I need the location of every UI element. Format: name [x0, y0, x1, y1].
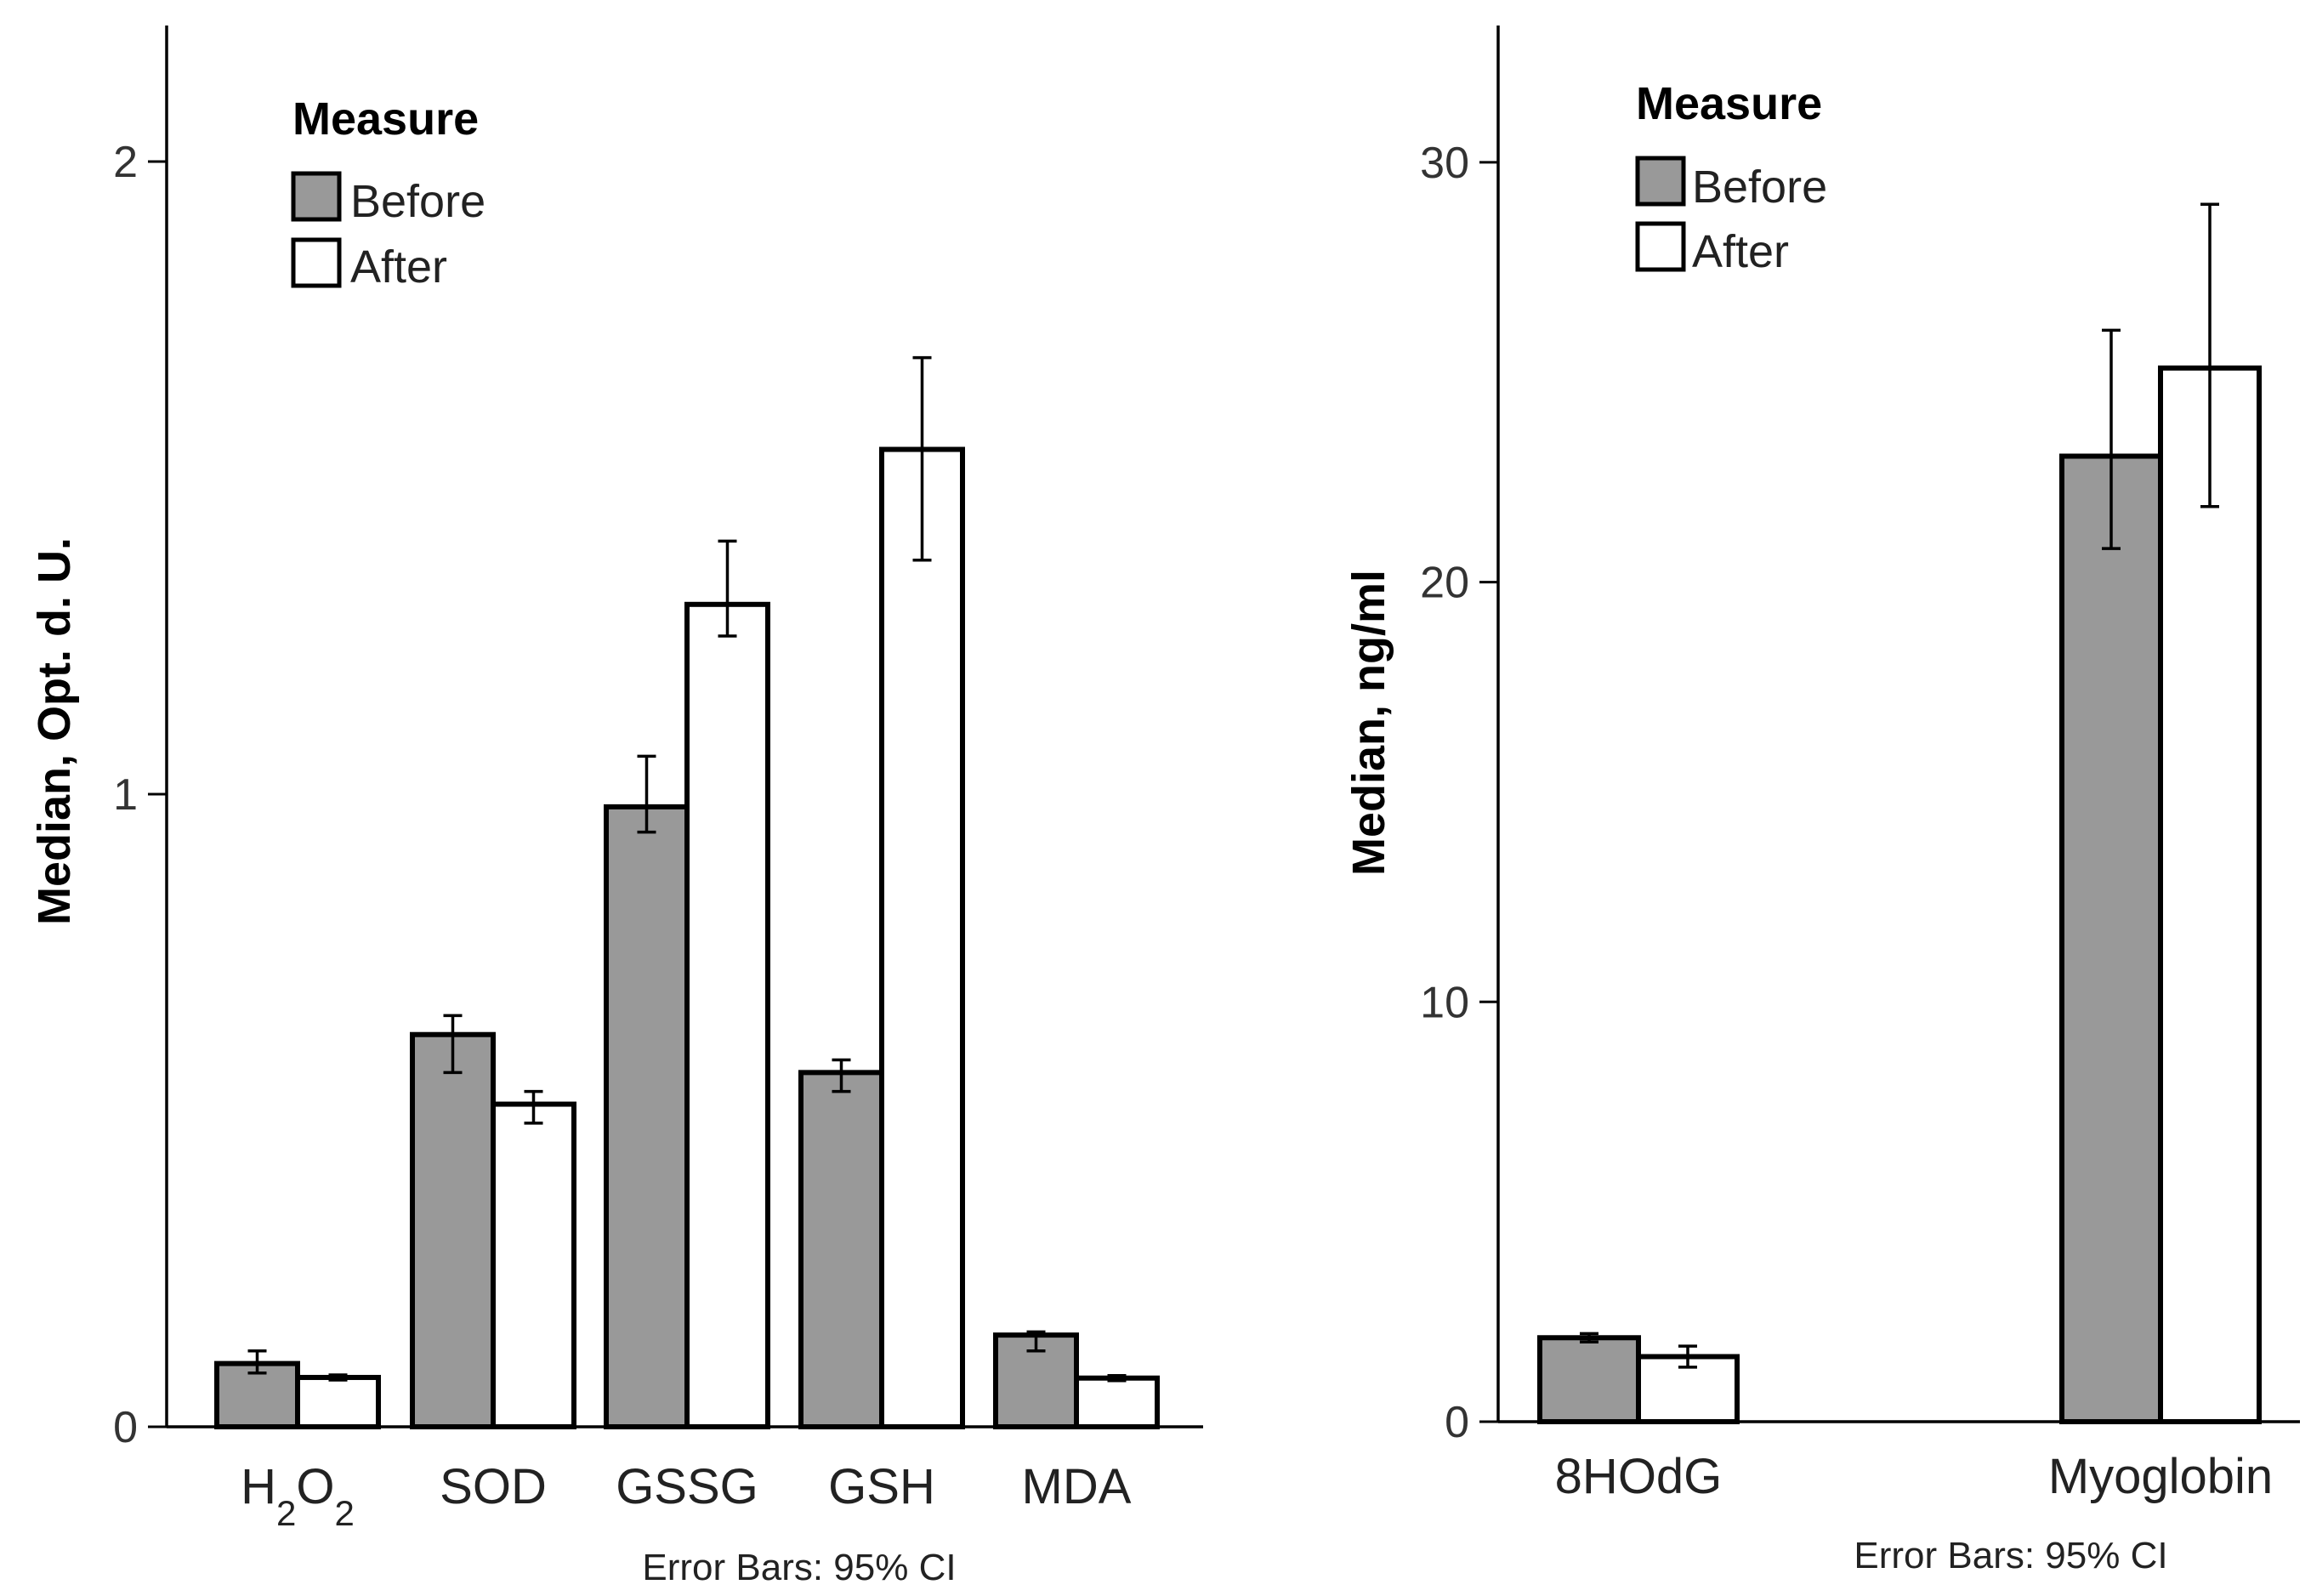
legend-label-before: Before [350, 176, 485, 227]
bar-before-gssg [604, 804, 690, 1429]
error-bars-note: Error Bars: 95% CI [642, 1547, 956, 1588]
bar-before-8hodg [1537, 1335, 1641, 1425]
y-tick-label: 2 [113, 138, 138, 187]
bar-before-gsh [798, 1070, 884, 1429]
legend-label-after: After [350, 241, 447, 293]
x-category-label: H2O2 [241, 1459, 355, 1533]
legend-swatch-after [291, 237, 342, 288]
category-label-part: H [241, 1459, 276, 1514]
legend-title: Measure [292, 94, 479, 145]
x-category-label: GSH [828, 1459, 935, 1514]
y-tick-label: 20 [1420, 559, 1469, 608]
bar-after-gssg [684, 601, 770, 1429]
y-tick-label: 1 [113, 770, 138, 820]
error-bars-note: Error Bars: 95% CI [1854, 1535, 2167, 1576]
bar-before-sod [410, 1031, 496, 1429]
y-tick-label: 10 [1420, 978, 1469, 1027]
chart-8hodg-myoglobin: 0 10 20 30 Median, ng/ml 8HOdG Myoglobin Measur… [1343, 26, 2300, 1576]
bar-after-sod [491, 1101, 576, 1430]
y-tick-label: 0 [113, 1403, 138, 1452]
bar-after-myoglobin [2158, 365, 2262, 1424]
category-label-part: O [296, 1459, 334, 1514]
y-axis-title: Median, ng/ml [1343, 570, 1394, 876]
y-tick-label: 30 [1420, 139, 1469, 188]
x-category-label: GSSG [616, 1459, 758, 1514]
x-category-label: Myoglobin [2048, 1449, 2273, 1504]
legend-swatch-after [1635, 221, 1686, 272]
legend-swatch-before [291, 171, 342, 222]
category-label-part: 2 [335, 1493, 355, 1533]
x-category-label: MDA [1022, 1459, 1132, 1514]
legend-swatch-before [1635, 156, 1686, 207]
legend-label-after: After [1692, 226, 1789, 277]
legend-label-before: Before [1692, 162, 1827, 213]
bar-after-gsh [879, 446, 965, 1429]
y-tick-label: 0 [1445, 1398, 1469, 1447]
bar-before-myoglobin [2059, 453, 2163, 1424]
x-category-label: SOD [440, 1459, 547, 1514]
bar-after-h2o2 [295, 1374, 381, 1430]
bar-after-mda [1074, 1375, 1160, 1430]
y-axis-title: Median, Opt. d. U. [29, 537, 80, 925]
legend-title: Measure [1636, 78, 1822, 129]
category-label-part: 2 [276, 1493, 296, 1533]
x-category-label: 8HOdG [1555, 1449, 1723, 1504]
